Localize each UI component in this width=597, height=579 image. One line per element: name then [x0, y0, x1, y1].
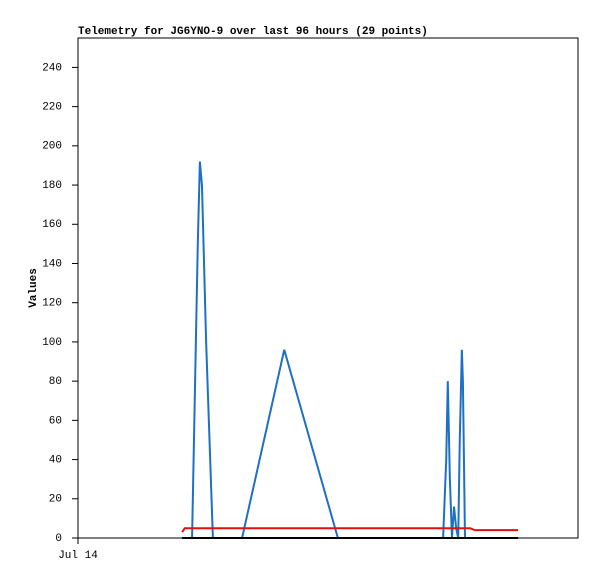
plot-frame	[77, 37, 579, 539]
y-tick-label: 120	[42, 298, 62, 310]
y-tick-label: 220	[42, 102, 62, 114]
y-tick-label: 240	[42, 62, 62, 74]
y-tick-label: 80	[49, 376, 62, 388]
y-tick-label: 160	[42, 219, 62, 231]
y-tick-label: 180	[42, 180, 62, 192]
y-axis-label: Values	[28, 268, 40, 308]
y-tick-label: 200	[42, 141, 62, 153]
x-tick-label: Jul 14	[58, 550, 98, 562]
chart-title: Telemetry for JG6YNO-9 over last 96 hour…	[78, 26, 428, 38]
y-tick-label: 60	[49, 415, 62, 427]
series-line	[182, 161, 519, 539]
y-tick-label: 20	[49, 494, 62, 506]
series-line	[181, 527, 519, 533]
y-tick-label: 140	[42, 258, 62, 270]
y-tick-label: 40	[49, 454, 62, 466]
y-tick-label: 100	[42, 337, 62, 349]
y-tick-label: 0	[55, 533, 62, 545]
